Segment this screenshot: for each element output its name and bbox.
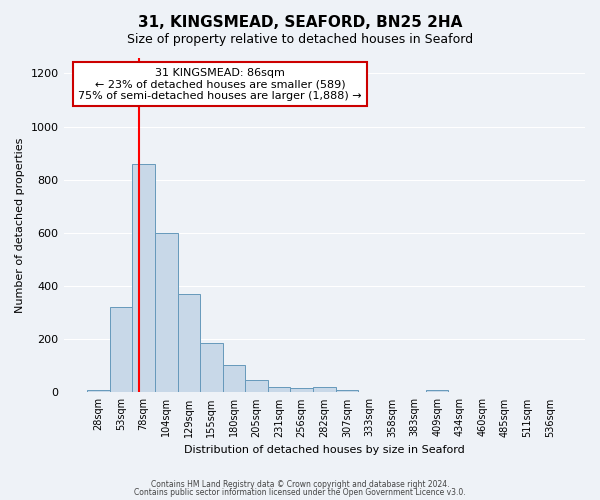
Bar [245,380,268,392]
Bar [155,233,178,392]
Text: Contains public sector information licensed under the Open Government Licence v3: Contains public sector information licen… [134,488,466,497]
Bar [335,390,358,392]
Bar [268,387,290,392]
Text: Contains HM Land Registry data © Crown copyright and database right 2024.: Contains HM Land Registry data © Crown c… [151,480,449,489]
Bar [223,364,245,392]
Text: 31, KINGSMEAD, SEAFORD, BN25 2HA: 31, KINGSMEAD, SEAFORD, BN25 2HA [138,15,462,30]
Bar [133,164,155,392]
Bar [200,344,223,392]
Text: 31 KINGSMEAD: 86sqm
← 23% of detached houses are smaller (589)
75% of semi-detac: 31 KINGSMEAD: 86sqm ← 23% of detached ho… [78,68,362,100]
Text: Size of property relative to detached houses in Seaford: Size of property relative to detached ho… [127,32,473,46]
Bar [313,387,335,392]
Bar [290,388,313,392]
Bar [178,294,200,392]
Y-axis label: Number of detached properties: Number of detached properties [15,138,25,312]
X-axis label: Distribution of detached houses by size in Seaford: Distribution of detached houses by size … [184,445,464,455]
Bar [87,390,110,392]
Bar [426,390,448,392]
Bar [110,308,133,392]
